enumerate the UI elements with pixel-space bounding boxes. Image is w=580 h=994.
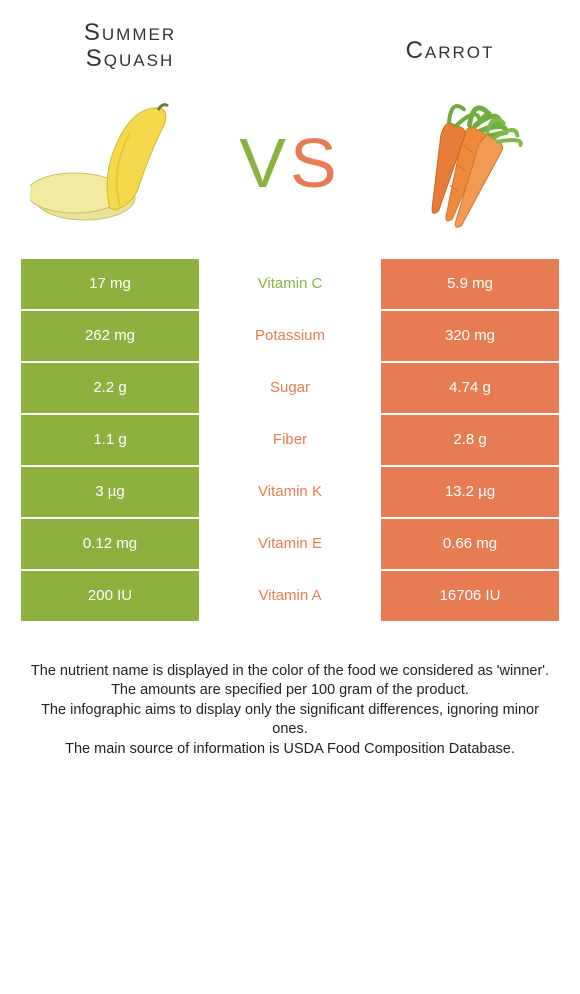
nutrient-name: Vitamin C (201, 259, 379, 309)
right-value: 13.2 µg (381, 467, 559, 517)
nutrient-name: Vitamin A (201, 571, 379, 621)
right-value: 0.66 mg (381, 519, 559, 569)
footnote-line: The main source of information is USDA F… (25, 740, 555, 760)
table-row: 17 mgVitamin C5.9 mg (20, 258, 560, 310)
right-value: 320 mg (381, 311, 559, 361)
table-row: 2.2 gSugar4.74 g (20, 362, 560, 414)
table-row: 1.1 gFiber2.8 g (20, 414, 560, 466)
nutrient-name: Sugar (201, 363, 379, 413)
footnote-line: The amounts are specified per 100 gram o… (25, 681, 555, 701)
nutrient-name: Fiber (201, 415, 379, 465)
right-value: 16706 IU (381, 571, 559, 621)
right-value: 2.8 g (381, 415, 559, 465)
left-value: 17 mg (21, 259, 199, 309)
carrot-image (380, 98, 550, 228)
table-row: 200 IUVitamin A16706 IU (20, 570, 560, 622)
nutrient-table: 17 mgVitamin C5.9 mg262 mgPotassium320 m… (20, 258, 560, 622)
nutrient-name: Vitamin K (201, 467, 379, 517)
vs-s: S (290, 124, 341, 202)
left-value: 0.12 mg (21, 519, 199, 569)
left-value: 3 µg (21, 467, 199, 517)
left-value: 1.1 g (21, 415, 199, 465)
vs-v: V (239, 124, 290, 202)
left-food-title: Summer Squash (40, 20, 220, 73)
footnote-line: The nutrient name is displayed in the co… (25, 662, 555, 682)
footnote-line: The infographic aims to display only the… (25, 701, 555, 740)
footnotes: The nutrient name is displayed in the co… (0, 622, 580, 760)
table-row: 262 mgPotassium320 mg (20, 310, 560, 362)
vs-label: VS (239, 123, 340, 203)
table-row: 3 µgVitamin K13.2 µg (20, 466, 560, 518)
right-value: 4.74 g (381, 363, 559, 413)
left-value: 2.2 g (21, 363, 199, 413)
squash-image (30, 98, 200, 228)
nutrient-name: Potassium (201, 311, 379, 361)
table-row: 0.12 mgVitamin E0.66 mg (20, 518, 560, 570)
left-value: 200 IU (21, 571, 199, 621)
nutrient-name: Vitamin E (201, 519, 379, 569)
right-value: 5.9 mg (381, 259, 559, 309)
right-food-title: Carrot (360, 38, 540, 64)
left-value: 262 mg (21, 311, 199, 361)
